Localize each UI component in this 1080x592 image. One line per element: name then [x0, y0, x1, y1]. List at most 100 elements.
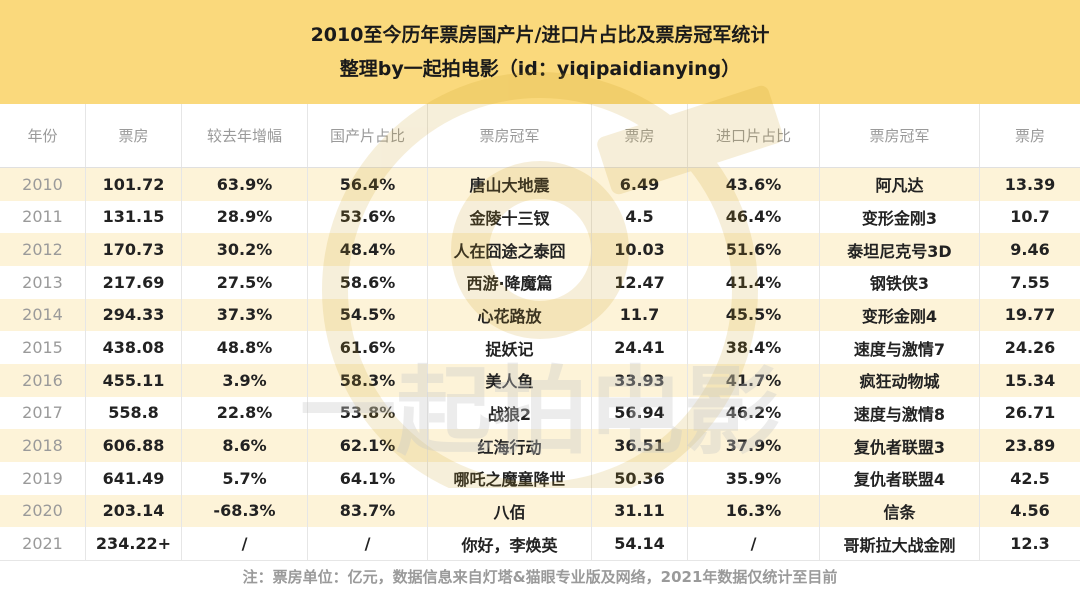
cell-import-share: 16.3%: [688, 494, 820, 528]
cell-import-champion-box-office: 19.77: [1004, 305, 1056, 325]
column-header-domestic-champion-box-office: 票房: [592, 104, 688, 167]
cell-import-champion: 复仇者联盟4: [820, 461, 980, 495]
table-row: 2014 294.33 37.3% 54.5% 心花路放 11.7 45.5% 变形金刚4 19…: [0, 298, 1080, 332]
cell-import-champion: 速度与激情7: [820, 331, 980, 364]
cell-domestic-champion: 人在囧途之泰囧: [428, 233, 592, 266]
table-row: 2021 234.22+ / / 你好，李焕英 54.14/哥斯拉大战金刚 12.3: [0, 527, 1080, 560]
cell-import-champion: 变形金刚3: [820, 200, 980, 234]
box-office-table: 年份 票房 较去年增幅 国产片占比 票房冠军 票房 进口片占比 票房冠军 票房 …: [0, 104, 1080, 560]
table-row: 2011 131.15 28.9% 53.6% 金陵十三钗 4.5 46.4% 变形金刚3 10…: [0, 200, 1080, 234]
cell-domestic-champion: 心花路放: [428, 298, 592, 332]
cell-year: 2014: [0, 298, 86, 332]
cell-domestic-champion: 美人鱼: [428, 363, 592, 397]
cell-import-champion: 复仇者联盟3: [820, 429, 980, 462]
cell-growth: 22.8%: [182, 396, 308, 430]
cell-import-champion: 哥斯拉大战金刚: [820, 527, 980, 560]
cell-total-box-office: 217.69: [86, 265, 182, 299]
cell-year: 2017: [0, 396, 86, 430]
table-row: 2016 455.11 3.9% 58.3% 美人鱼 33.93 41.7% 疯狂动物城 15.…: [0, 363, 1080, 397]
cell-growth: 37.3%: [182, 298, 308, 332]
cell-total-box-office: 558.8: [86, 396, 182, 430]
cell-domestic-share: 62.1%: [308, 429, 428, 462]
cell-domestic-share: 64.1%: [308, 461, 428, 495]
cell-import-champion: 疯狂动物城: [820, 363, 980, 397]
cell-import-champion-box-office: 23.89: [1004, 436, 1056, 456]
cell-domestic-champion-box-office: 11.7: [592, 298, 688, 332]
cell-import-share: /: [688, 527, 820, 560]
cell-total-box-office: 606.88: [86, 429, 182, 462]
cell-year: 2010: [0, 168, 86, 201]
cell-total-box-office: 234.22+: [86, 527, 182, 560]
cell-growth: 8.6%: [182, 429, 308, 462]
cell-import-champion-box-office: 4.56: [1010, 501, 1050, 521]
column-header-growth: 较去年增幅: [182, 104, 308, 167]
cell-growth: 30.2%: [182, 233, 308, 266]
table-row: 2020 203.14 -68.3% 83.7% 八佰 31.11 16.3% 信条 4.56: [0, 494, 1080, 528]
cell-domestic-champion-box-office: 12.47: [592, 265, 688, 299]
cell-domestic-share: 58.3%: [308, 363, 428, 397]
cell-import-share: 38.4%: [688, 331, 820, 364]
title-banner: 2010至今历年票房国产片/进口片占比及票房冠军统计 整理by一起拍电影（id：…: [0, 0, 1080, 104]
cell-domestic-champion-box-office: 33.93: [592, 363, 688, 397]
cell-domestic-share: 83.7%: [308, 494, 428, 528]
cell-domestic-champion: 唐山大地震: [428, 168, 592, 201]
cell-domestic-champion: 哪吒之魔童降世: [428, 461, 592, 495]
table-row: 2013 217.69 27.5% 58.6% 西游·降魔篇 12.47 41.4% 钢铁侠3…: [0, 265, 1080, 299]
cell-domestic-share: 48.4%: [308, 233, 428, 266]
cell-domestic-share: 56.4%: [308, 168, 428, 201]
cell-year: 2013: [0, 265, 86, 299]
cell-growth: /: [182, 527, 308, 560]
cell-growth: 3.9%: [182, 363, 308, 397]
cell-growth: 28.9%: [182, 200, 308, 234]
cell-domestic-share: /: [308, 527, 428, 560]
cell-domestic-champion-box-office: 54.14: [592, 527, 688, 560]
cell-total-box-office: 203.14: [86, 494, 182, 528]
column-header-total-box-office: 票房: [86, 104, 182, 167]
cell-year: 2011: [0, 200, 86, 234]
cell-import-champion-box-office: 13.39: [1004, 174, 1056, 194]
cell-domestic-champion-box-office: 56.94: [592, 396, 688, 430]
cell-domestic-champion: 西游·降魔篇: [428, 265, 592, 299]
cell-import-champion-box-office: 12.3: [1010, 534, 1050, 554]
cell-growth: 63.9%: [182, 168, 308, 201]
cell-import-champion: 钢铁侠3: [820, 265, 980, 299]
cell-import-champion: 信条: [820, 494, 980, 528]
cell-domestic-champion: 你好，李焕英: [428, 527, 592, 560]
cell-year: 2018: [0, 429, 86, 462]
cell-year: 2016: [0, 363, 86, 397]
cell-growth: -68.3%: [182, 494, 308, 528]
cell-import-share: 46.4%: [688, 200, 820, 234]
cell-domestic-champion-box-office: 50.36: [592, 461, 688, 495]
cell-import-champion: 速度与激情8: [820, 396, 980, 430]
cell-import-share: 41.4%: [688, 265, 820, 299]
cell-growth: 5.7%: [182, 461, 308, 495]
cell-domestic-share: 58.6%: [308, 265, 428, 299]
page-title: 2010至今历年票房国产片/进口片占比及票房冠军统计: [310, 24, 770, 46]
table-row: 2010 101.72 63.9% 56.4% 唐山大地震 6.49 43.6% 阿凡达 13.…: [0, 168, 1080, 201]
cell-domestic-champion-box-office: 4.5: [592, 200, 688, 234]
cell-domestic-champion: 八佰: [428, 494, 592, 528]
cell-year: 2019: [0, 461, 86, 495]
cell-total-box-office: 131.15: [86, 200, 182, 234]
page-subtitle: 整理by一起拍电影（id：yiqipaidianying）: [339, 58, 741, 80]
column-header-domestic-share: 国产片占比: [308, 104, 428, 167]
cell-domestic-champion-box-office: 31.11: [592, 494, 688, 528]
cell-total-box-office: 101.72: [86, 168, 182, 201]
cell-import-share: 46.2%: [688, 396, 820, 430]
cell-import-champion-box-office: 26.71: [1004, 403, 1056, 423]
cell-import-share: 51.6%: [688, 233, 820, 266]
cell-import-champion-box-office: 10.7: [1010, 207, 1050, 227]
cell-import-share: 45.5%: [688, 298, 820, 332]
column-header-import-share: 进口片占比: [688, 104, 820, 167]
cell-domestic-champion-box-office: 10.03: [592, 233, 688, 266]
cell-import-share: 35.9%: [688, 461, 820, 495]
column-header-import-champion-box-office: 票房: [1014, 127, 1045, 145]
cell-import-champion-box-office: 15.34: [1004, 370, 1056, 390]
cell-total-box-office: 170.73: [86, 233, 182, 266]
cell-domestic-champion-box-office: 36.51: [592, 429, 688, 462]
cell-total-box-office: 455.11: [86, 363, 182, 397]
cell-domestic-share: 54.5%: [308, 298, 428, 332]
cell-domestic-share: 53.6%: [308, 200, 428, 234]
cell-import-champion-box-office: 42.5: [1010, 468, 1050, 488]
cell-import-share: 41.7%: [688, 363, 820, 397]
